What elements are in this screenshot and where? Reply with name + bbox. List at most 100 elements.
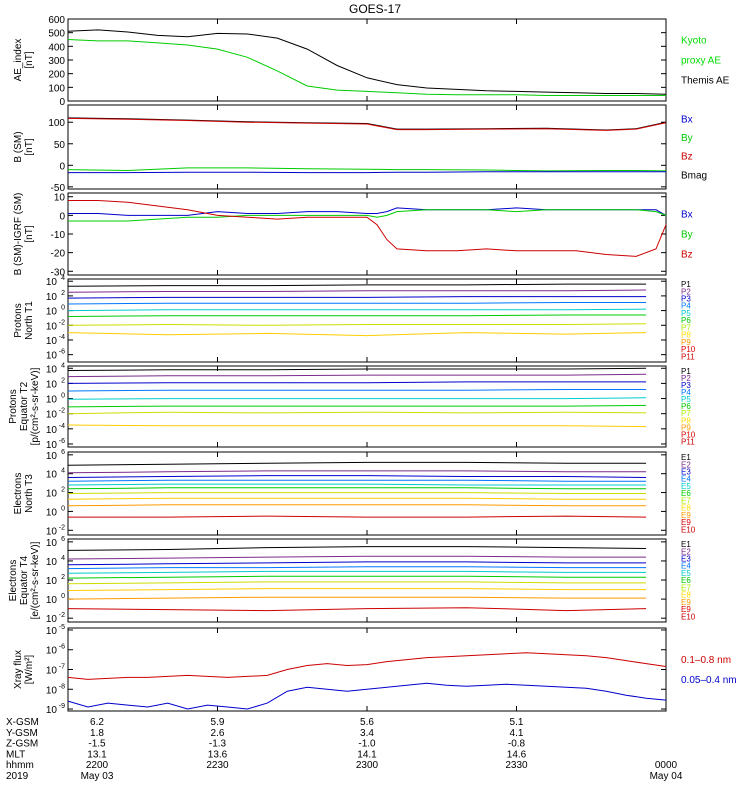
y-tick-exponent: -6 (59, 349, 65, 356)
series-line-e6 (67, 575, 647, 579)
y-tick-label: 10 (46, 440, 58, 451)
legend-entry: E8 (681, 504, 691, 513)
axis-row-value: 1.8 (90, 728, 104, 739)
y-tick-label: 50 (54, 140, 66, 151)
y-tick-label: -20 (51, 249, 66, 260)
legend-entry: By (681, 133, 693, 144)
legend-entry: P3 (681, 295, 691, 304)
series-line-by (67, 167, 667, 172)
y-axis-label: [W/m²] (24, 655, 35, 685)
y-tick-exponent: 4 (61, 362, 65, 369)
y-axis-label: Xray flux (13, 650, 24, 689)
series-line-e4 (67, 566, 647, 570)
y-tick-exponent: -2 (59, 319, 65, 326)
series-line-themis-ae (67, 29, 667, 95)
legend-entry: P5 (681, 309, 691, 318)
legend-entry: P7 (681, 323, 691, 332)
panel-frame (67, 104, 667, 190)
axis-row-value: 14.1 (357, 749, 377, 760)
legend-entry: E9 (681, 605, 691, 614)
series-line-p5 (67, 397, 647, 400)
figure-title: GOES-17 (349, 2, 401, 16)
legend-entry: Themis AE (681, 75, 730, 86)
legend-entry: P11 (681, 437, 695, 446)
axis-row-value: 13.1 (87, 749, 107, 760)
y-tick-exponent: -2 (59, 524, 65, 531)
y-axis-label: Protons (13, 303, 24, 337)
legend-entry: E10 (681, 525, 696, 534)
axis-row-label: hhmm (6, 760, 34, 771)
series-line-e7 (67, 581, 647, 585)
legend-entry: P8 (681, 416, 691, 425)
legend-entry: P10 (681, 345, 696, 354)
legend-entry: E6 (681, 576, 691, 585)
axis-row-value: -1.5 (88, 739, 106, 750)
legend-entry: P9 (681, 423, 691, 432)
y-tick-exponent: -8 (59, 683, 65, 690)
legend-entry: E10 (681, 612, 696, 621)
legend-entry: E3 (681, 468, 691, 477)
y-tick-exponent: 2 (61, 487, 65, 494)
legend-entry: P5 (681, 395, 691, 404)
legend-entry: P1 (681, 367, 691, 376)
axis-row-value: 13.6 (208, 749, 228, 760)
y-tick-label: 0 (59, 211, 65, 222)
panel-ae: 0 100 200 300 400 500 600 AE_index [nT] Kyoto prox… (13, 15, 730, 108)
series-line-e1 (67, 461, 647, 466)
y-tick-label: 10 (46, 451, 58, 462)
axis-row-value: 0000 (655, 760, 678, 771)
series-line-p2 (67, 373, 647, 378)
legend-entry: P2 (681, 287, 691, 296)
y-tick-label: 100 (48, 83, 65, 94)
legend-entry: Bmag (681, 170, 707, 181)
legend-entry: E1 (681, 453, 691, 462)
y-tick-label: 10 (46, 321, 58, 332)
y-axis-label: Electrons (13, 473, 24, 515)
y-axis-label: [nT] (24, 138, 35, 155)
y-tick-label: 10 (46, 576, 58, 587)
legend-entry: E2 (681, 547, 691, 556)
legend-entry: P6 (681, 402, 691, 411)
axis-row-value: 6.2 (90, 717, 104, 728)
y-tick-exponent: 0 (61, 305, 65, 312)
axis-row-label: MLT (6, 749, 25, 760)
panel-bsm: -50 0 50 100 B (SM) [nT] Bx By Bz Bmag (13, 104, 707, 194)
legend-entry: E7 (681, 496, 691, 505)
axis-row-value: -1.3 (209, 739, 227, 750)
y-axis-label: [e/(cm²-s-sr-keV)] (30, 541, 41, 619)
y-axis-label: [nT] (24, 51, 35, 68)
y-tick-label: 10 (54, 193, 66, 204)
y-axis-label: Electrons (8, 560, 19, 602)
y-tick-label: 10 (46, 685, 58, 696)
y-tick-label: 10 (46, 646, 58, 657)
y-tick-label: 10 (46, 395, 58, 406)
y-tick-label: 10 (46, 507, 58, 518)
legend-entry: P4 (681, 388, 691, 397)
series-line-e6 (67, 487, 647, 490)
axis-row-label: Z-GSM (6, 739, 38, 750)
legend-entry: proxy AE (681, 55, 721, 66)
y-tick-label: 500 (48, 29, 65, 40)
y-tick-label: 400 (48, 42, 65, 53)
y-axis-label: North T1 (24, 301, 35, 340)
legend-entry: 0.1–0.8 nm (681, 655, 731, 666)
y-tick-exponent: -7 (59, 664, 65, 671)
legend-entry: E5 (681, 569, 691, 578)
legend-entry: Bx (681, 114, 693, 125)
legend-entry: E9 (681, 518, 691, 527)
axis-row-value: 14.6 (507, 749, 527, 760)
axis-row-value: 2230 (206, 760, 229, 771)
legend-entry: E3 (681, 555, 691, 564)
legend-entry: E6 (681, 489, 691, 498)
series-line-e7 (67, 492, 647, 494)
series-line-e9 (67, 596, 647, 600)
series-line-e1 (67, 546, 647, 551)
legend-entry: E1 (681, 540, 691, 549)
y-axis-label: [p/(cm²-s-sr-keV)] (30, 367, 41, 445)
series-line-e5 (67, 483, 647, 486)
series-line-0-05-0-4-nm (67, 682, 667, 710)
legend-entry: P7 (681, 409, 691, 418)
series-line-p1 (67, 367, 647, 371)
series-line-kyoto-proxy-ae (67, 39, 666, 96)
